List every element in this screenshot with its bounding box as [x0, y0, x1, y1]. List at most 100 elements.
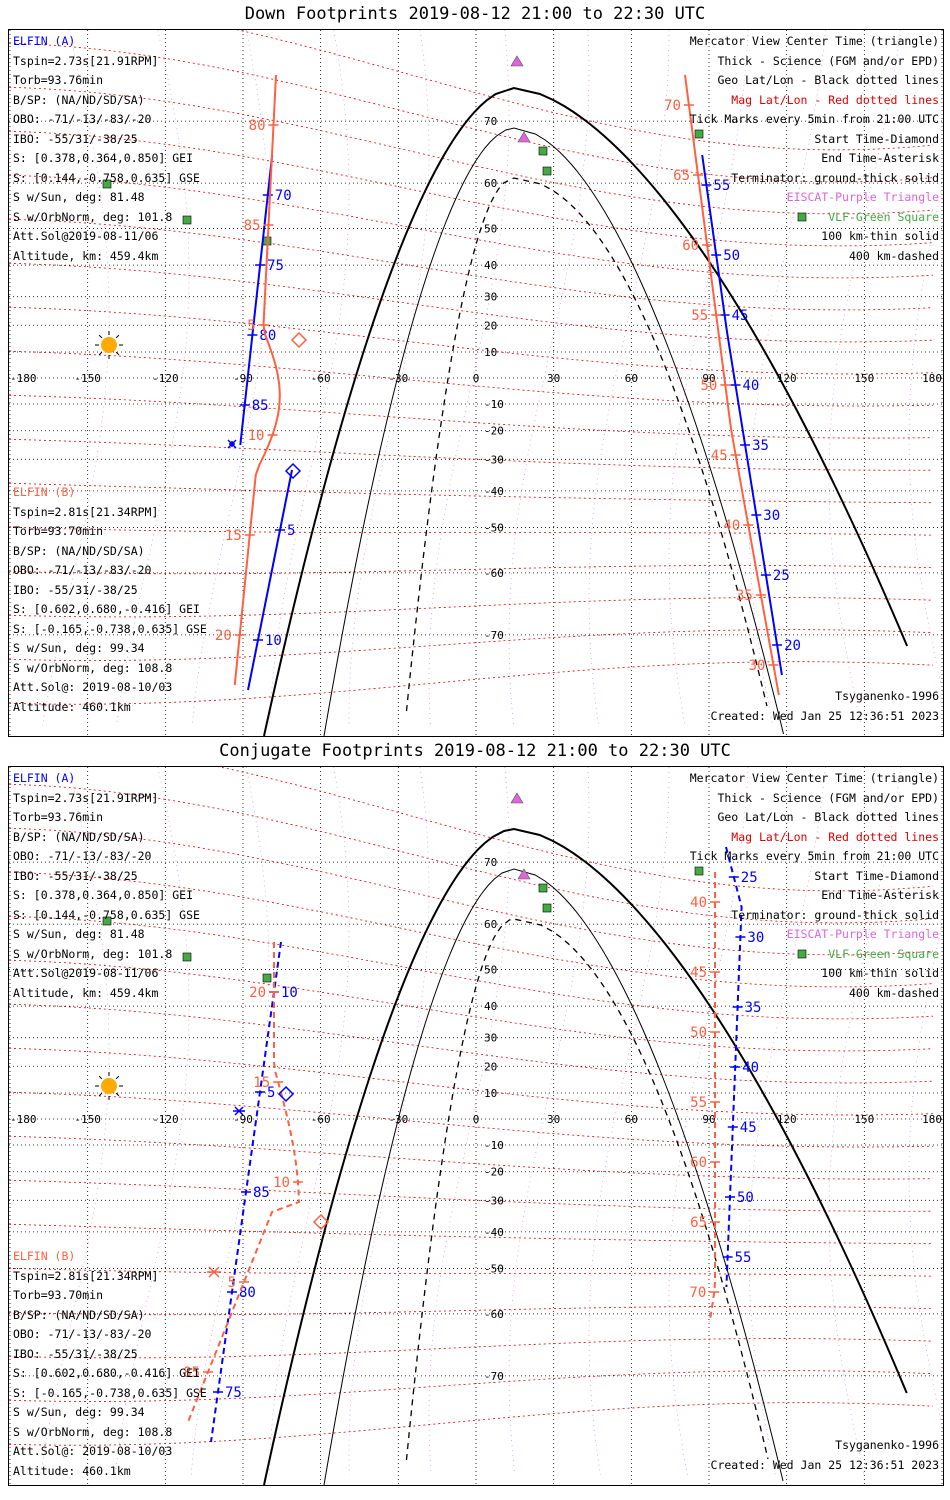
- end-asterisk-icon: [227, 439, 237, 449]
- mag-meridian: [191, 29, 270, 727]
- elfin-b-line: Altitude: 460.1km: [13, 1463, 131, 1478]
- mag-parallel: [8, 827, 934, 956]
- elfin-b-line: S w/Sun, deg: 99.34: [13, 1405, 145, 1419]
- end-asterisk-icon: [233, 1106, 245, 1116]
- legend-item: End Time-Asterisk: [821, 888, 939, 902]
- mag-parallel: [8, 629, 934, 661]
- lat-tick-label: -30: [484, 453, 504, 466]
- lon-tick-label: -60: [311, 1113, 331, 1126]
- mag-meridian: [269, 29, 350, 727]
- track-tick-label: 55: [691, 308, 708, 324]
- sun-ray: [115, 351, 120, 356]
- elfin-b-line: S w/OrbNorm, deg: 108.8: [13, 1424, 173, 1439]
- lat-tick-label: -40: [484, 485, 504, 498]
- legend-item: End Time-Asterisk: [821, 151, 939, 165]
- legend-item: Geo Lat/Lon - Black dotted lines: [717, 73, 939, 87]
- created-label: Created: Wed Jan 25 12:36:51 2023: [710, 1457, 939, 1472]
- legend-item: Tick Marks every 5min from 21:00 UTC: [689, 112, 939, 126]
- elfin-b-line: Torb=93.70min: [13, 1288, 104, 1302]
- elfin-a-line: Att.Sol@2019-08-11/06: [13, 966, 159, 980]
- lon-tick-label: -120: [152, 1113, 179, 1126]
- track-tick-label: 45: [740, 1120, 757, 1136]
- elfin-b-line: IBO: -55/31/-38/25: [13, 582, 138, 597]
- track-tick-label: 50: [700, 378, 717, 394]
- elfin-b-line: Torb=93.70min: [13, 524, 104, 538]
- track-tick-label: 75: [267, 258, 284, 274]
- lon-tick-label: 90: [702, 372, 715, 385]
- terminator-100km: [323, 127, 784, 737]
- mag-parallel: [8, 438, 934, 471]
- elfin-b-line: IBO: -55/31/-38/25: [13, 1346, 138, 1361]
- legend-item: VLF-Green Square: [828, 209, 939, 224]
- mag-parallel: [8, 739, 934, 892]
- vlf-square-icon: [102, 916, 112, 926]
- track-tick-label: 15: [225, 528, 242, 544]
- legend-item: Mercator View Center Time (triangle): [689, 34, 939, 48]
- vlf-square-icon: [262, 973, 272, 983]
- eiscat-triangle-icon: [517, 868, 531, 880]
- lon-tick-label: 150: [854, 372, 874, 385]
- terminator-400km: [405, 918, 769, 1461]
- elfin-a-line: B/SP: (NA/ND/SD/SA): [13, 92, 145, 107]
- mag-meridian: [428, 766, 510, 1476]
- elfin-a-label: ELFIN (A): [13, 771, 76, 785]
- sun-ray: [98, 334, 103, 339]
- lat-tick-label: -70: [484, 629, 504, 642]
- elfin-b-line: Att.Sol@: 2019-08-10/03: [13, 1444, 173, 1458]
- elfin-b-line: OBO: -71/-13/-83/-20: [13, 563, 152, 577]
- map-panel-conjugate: -180 -150 -120 -90 -60 -30 0 30 60 90 120 150 180 70 6…: [8, 739, 950, 1486]
- elfin-b-info-conjugate: ELFIN (B) Tspin=2.81s[21.34RPM] Torb=93.…: [13, 1247, 207, 1481]
- elfin-b-line: Tspin=2.81s[21.34RPM]: [13, 504, 159, 519]
- end-asterisk-icon: [207, 1266, 221, 1278]
- track-tick-label: 60: [690, 1155, 707, 1171]
- map-panel-down: -180 -150 -120 -90 -60 -30 0 30 60 90 120 150 180 70 6…: [8, 0, 950, 737]
- panel-title-conjugate: Conjugate Footprints 2019-08-12 21:00 to…: [219, 741, 731, 761]
- lat-tick-label: 40: [484, 1000, 497, 1013]
- start-diamond-icon: [277, 1085, 295, 1103]
- track-tick-label: 10: [265, 633, 282, 649]
- sun-ray: [98, 1075, 103, 1080]
- elfin-b-line: OBO: -71/-13/-83/-20: [13, 1327, 152, 1341]
- track-tick-label: 5: [287, 523, 295, 539]
- elfin-a-line: S: [0.378,0.364,0.850] GEI: [13, 888, 194, 902]
- lon-tick-label: 180: [922, 1113, 942, 1126]
- track-tick-label: 45: [711, 448, 728, 464]
- lon-tick-label: -90: [233, 372, 253, 385]
- elfin-a-line: Torb=93.76min: [13, 73, 104, 87]
- mag-parallel: [8, 1305, 934, 1316]
- elfin-b-line: S w/OrbNorm, deg: 108.8: [13, 660, 173, 675]
- vlf-square-icon: [694, 129, 704, 139]
- legend-item: Start Time-Diamond: [814, 868, 939, 883]
- track-tick-label: 75: [225, 1385, 242, 1401]
- elfin-a-line: IBO: -55/31/-38/25: [13, 868, 138, 883]
- track-tick-label: 45: [690, 965, 707, 981]
- elfin-a-line: IBO: -55/31/-38/25: [13, 131, 138, 146]
- mag-parallel: [8, 482, 934, 504]
- elfin-a-line: S w/Sun, deg: 81.48: [13, 190, 145, 204]
- track-tick-label: 35: [745, 1000, 762, 1016]
- lon-tick-label: -90: [233, 1113, 253, 1126]
- lat-tick-label: -20: [484, 425, 504, 438]
- track-tick-label: 5: [267, 1085, 275, 1101]
- legend-item: Mag Lat/Lon - Red dotted lines: [731, 829, 939, 844]
- elfin-a-line: Tspin=2.73s[21.91RPM]: [13, 790, 159, 805]
- vlf-square-icon: [694, 866, 704, 876]
- mag-parallel: [8, 42, 934, 183]
- lat-tick-label: 10: [484, 1087, 497, 1100]
- mag-parallel: [8, 1135, 934, 1180]
- track-tick-label: 15: [253, 1075, 270, 1091]
- sun-icon: [101, 1078, 117, 1094]
- legend-conjugate: Mercator View Center Time (triangle) Thi…: [690, 769, 939, 1003]
- track-tick-label: 10: [273, 1175, 290, 1191]
- track-tick-label: 30: [749, 658, 766, 674]
- lat-tick-label: 40: [484, 259, 497, 272]
- elfin-b-label: ELFIN (B): [13, 485, 76, 499]
- track-tick-label: 45: [732, 308, 749, 324]
- mag-meridian: [114, 766, 190, 1476]
- sun-icon: [101, 337, 117, 353]
- legend-item: Terminator: ground-thick solid: [731, 170, 939, 185]
- elfin-b-line: S: [0.602,0.680,-0.416] GEI: [13, 1366, 200, 1380]
- lat-tick-label: -50: [484, 522, 504, 535]
- lon-tick-label: -30: [388, 372, 408, 385]
- vlf-square-icon: [542, 903, 552, 913]
